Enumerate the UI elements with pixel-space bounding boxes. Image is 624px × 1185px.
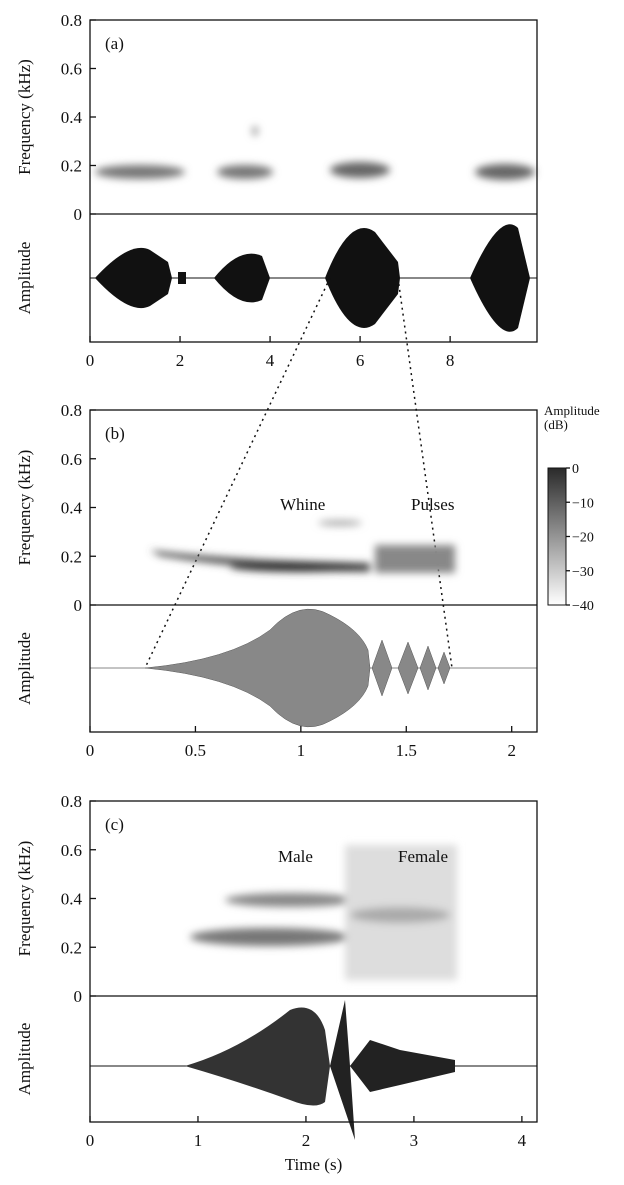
y-tick-label: 0.4 [61, 499, 83, 518]
zoom-line [397, 277, 453, 669]
y-tick-label: 0.2 [61, 157, 82, 176]
spectrogram-c [190, 845, 457, 980]
y-axis-label: Frequency (kHz) [15, 450, 34, 566]
waveform-c [90, 1000, 537, 1140]
y-tick-label: 0 [74, 205, 83, 224]
x-tick-label: 8 [446, 351, 455, 370]
x-tick-label: 1 [194, 1131, 203, 1150]
x-tick-label: 3 [410, 1131, 419, 1150]
x-tick-label: 2 [507, 741, 516, 760]
y-tick-label: 0.4 [61, 890, 83, 909]
y-axis-label: Amplitude [15, 242, 34, 315]
y-tick-label: 0 [74, 987, 83, 1006]
panel-label: (a) [105, 34, 124, 53]
waveform-b [90, 608, 537, 728]
colorbar-tick-label: −10 [572, 496, 594, 511]
panel-label: (b) [105, 424, 125, 443]
annotation: Whine [280, 495, 325, 514]
x-tick-label: 4 [518, 1131, 527, 1150]
x-tick-label: 2 [302, 1131, 311, 1150]
spectrogram-b [150, 520, 455, 573]
x-tick-label: 0 [86, 351, 95, 370]
y-tick-label: 0.2 [61, 547, 82, 566]
axes-frame [89, 19, 538, 343]
x-axis-label: Time (s) [285, 1155, 342, 1174]
x-tick-label: 0.5 [185, 741, 206, 760]
x-tick-label: 0 [86, 1131, 95, 1150]
y-tick-label: 0.6 [61, 60, 82, 79]
spectrogram-a [95, 126, 535, 180]
panel-label: (c) [105, 815, 124, 834]
y-tick-label: 0.8 [61, 792, 82, 811]
y-axis-label: Frequency (kHz) [15, 841, 34, 957]
colorbar-tick-label: −30 [572, 565, 594, 580]
colorbar-tick-label: −40 [572, 599, 594, 614]
colorbar-tick-label: −20 [572, 531, 594, 546]
x-tick-label: 4 [266, 351, 275, 370]
y-tick-label: 0.2 [61, 938, 82, 957]
colorbar-label: Amplitude (dB) [544, 403, 600, 432]
y-axis-label: Amplitude [15, 1023, 34, 1096]
x-tick-label: 1 [297, 741, 306, 760]
colorbar [547, 467, 567, 606]
axes-frame [89, 409, 538, 733]
annotation: Pulses [411, 495, 454, 514]
y-axis-label: Amplitude [15, 632, 34, 705]
x-tick-label: 0 [86, 741, 95, 760]
x-tick-label: 6 [356, 351, 365, 370]
y-tick-label: 0.6 [61, 450, 82, 469]
y-axis-label: Frequency (kHz) [15, 59, 34, 175]
colorbar-tick-label: 0 [572, 462, 579, 477]
x-tick-label: 2 [176, 351, 185, 370]
annotation: Female [398, 847, 448, 866]
axes-frame [89, 800, 538, 1123]
waveform-a [90, 224, 537, 332]
y-tick-label: 0 [74, 596, 83, 615]
y-tick-label: 0.8 [61, 11, 82, 30]
y-tick-label: 0.6 [61, 841, 82, 860]
y-tick-label: 0.4 [61, 108, 83, 127]
x-tick-label: 1.5 [396, 741, 417, 760]
y-tick-label: 0.8 [61, 401, 82, 420]
annotation: Male [278, 847, 313, 866]
